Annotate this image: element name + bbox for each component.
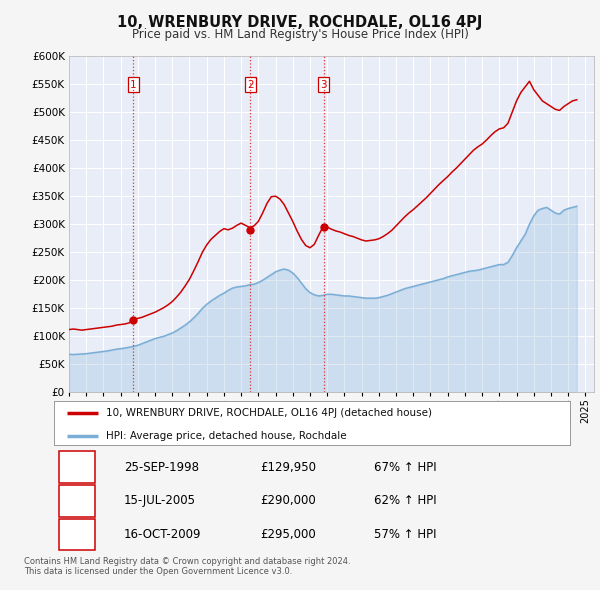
- Text: Price paid vs. HM Land Registry's House Price Index (HPI): Price paid vs. HM Land Registry's House …: [131, 28, 469, 41]
- Text: 16-OCT-2009: 16-OCT-2009: [124, 528, 201, 541]
- Text: 2: 2: [247, 80, 254, 90]
- FancyBboxPatch shape: [59, 485, 95, 517]
- Text: 67% ↑ HPI: 67% ↑ HPI: [374, 461, 437, 474]
- Text: HPI: Average price, detached house, Rochdale: HPI: Average price, detached house, Roch…: [106, 431, 346, 441]
- FancyBboxPatch shape: [59, 451, 95, 483]
- Text: 57% ↑ HPI: 57% ↑ HPI: [374, 528, 436, 541]
- Text: 15-JUL-2005: 15-JUL-2005: [124, 494, 196, 507]
- Text: 10, WRENBURY DRIVE, ROCHDALE, OL16 4PJ (detached house): 10, WRENBURY DRIVE, ROCHDALE, OL16 4PJ (…: [106, 408, 431, 418]
- Text: 1: 1: [73, 461, 81, 474]
- Text: 1: 1: [130, 80, 137, 90]
- Text: 25-SEP-1998: 25-SEP-1998: [124, 461, 199, 474]
- FancyBboxPatch shape: [59, 519, 95, 550]
- Text: 3: 3: [320, 80, 327, 90]
- Text: 3: 3: [73, 528, 81, 541]
- Text: 2: 2: [73, 494, 81, 507]
- Text: Contains HM Land Registry data © Crown copyright and database right 2024.
This d: Contains HM Land Registry data © Crown c…: [24, 557, 350, 576]
- Text: £129,950: £129,950: [260, 461, 316, 474]
- Text: 10, WRENBURY DRIVE, ROCHDALE, OL16 4PJ: 10, WRENBURY DRIVE, ROCHDALE, OL16 4PJ: [118, 15, 482, 30]
- Text: £290,000: £290,000: [260, 494, 316, 507]
- Text: 62% ↑ HPI: 62% ↑ HPI: [374, 494, 437, 507]
- Text: £295,000: £295,000: [260, 528, 316, 541]
